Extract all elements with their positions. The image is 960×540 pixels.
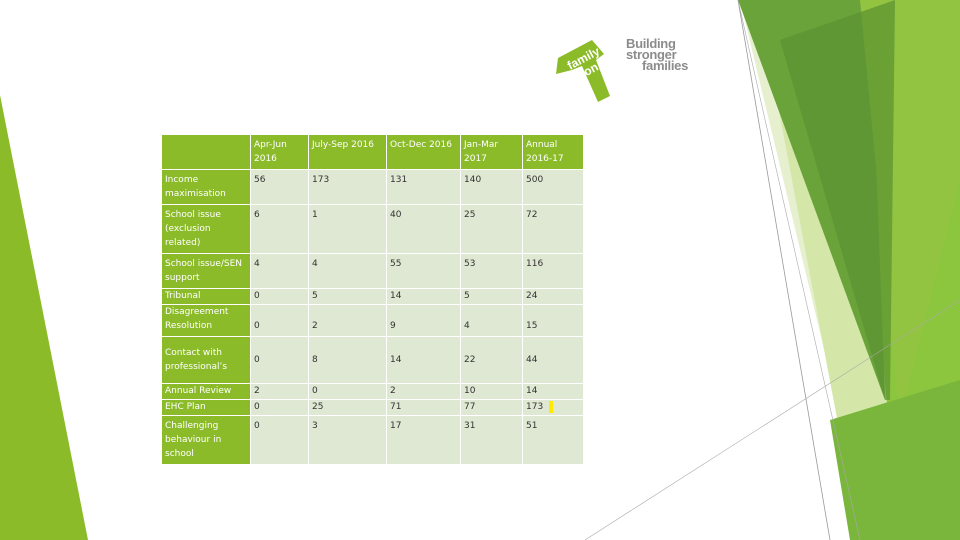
table-cell: 53 — [460, 253, 523, 289]
table-cell: 4 — [308, 253, 387, 289]
table-cell: 15 — [522, 304, 584, 337]
table-row: Disagreement Resolution 0 2 9 4 15 — [161, 304, 584, 337]
table-cell: 25 — [460, 204, 523, 254]
right-deep-band — [780, 0, 895, 400]
table-row: Contact with professional’s 0 8 14 22 44 — [161, 336, 584, 384]
header-cell-blank — [161, 134, 251, 170]
table-cell: 4 — [460, 304, 523, 337]
header-cell-apr-jun: Apr-Jun 2016 — [250, 134, 309, 170]
table-cell: 10 — [460, 383, 523, 400]
family-action-logo-icon: family action — [556, 40, 610, 102]
thin-line-2 — [737, 0, 861, 540]
table-cell: 116 — [522, 253, 584, 289]
table-cell: 25 — [308, 399, 387, 416]
table-cell: 71 — [386, 399, 461, 416]
table-cell: 2 — [308, 304, 387, 337]
row-label: School issue/SEN support — [161, 253, 251, 289]
table-cell: 2 — [386, 383, 461, 400]
table-cell: 72 — [522, 204, 584, 254]
header-cell-jul-sep: July-Sep 2016 — [308, 134, 387, 170]
header-cell-oct-dec: Oct-Dec 2016 — [386, 134, 461, 170]
table-cell: 24 — [522, 288, 584, 305]
row-label: Annual Review — [161, 383, 251, 400]
row-label: EHC Plan — [161, 399, 251, 416]
right-lower-band — [830, 380, 960, 540]
table-header-row: Apr-Jun 2016 July-Sep 2016 Oct-Dec 2016 … — [161, 134, 584, 170]
table-cell: 500 — [522, 169, 584, 205]
table-cell: 140 — [460, 169, 523, 205]
thin-line-1 — [737, 0, 831, 540]
casework-statistics-table: Apr-Jun 2016 July-Sep 2016 Oct-Dec 2016 … — [161, 134, 584, 465]
table-cell: 17 — [386, 415, 461, 465]
row-label: Contact with professional’s — [161, 336, 251, 384]
header-cell-jan-mar: Jan-Mar 2017 — [460, 134, 523, 170]
row-label: Tribunal — [161, 288, 251, 305]
table-row: Challenging behaviour in school 0 3 17 3… — [161, 415, 584, 465]
highlight-marker — [549, 400, 554, 413]
table-cell: 40 — [386, 204, 461, 254]
table-cell-annual-ehc: 173 — [522, 399, 584, 416]
table-cell-value: 173 — [526, 402, 544, 412]
table-cell: 44 — [522, 336, 584, 384]
table-cell: 4 — [250, 253, 309, 289]
row-label: School issue (exclusion related) — [161, 204, 251, 254]
table-cell: 8 — [308, 336, 387, 384]
table-cell: 31 — [460, 415, 523, 465]
table-cell: 6 — [250, 204, 309, 254]
table-row: Annual Review 2 0 2 10 14 — [161, 383, 584, 400]
table-cell: 51 — [522, 415, 584, 465]
row-label: Challenging behaviour in school — [161, 415, 251, 465]
row-label: Disagreement Resolution — [161, 304, 251, 337]
logo-tagline: Building stronger families — [626, 36, 689, 73]
table-cell: 0 — [250, 304, 309, 337]
table-cell: 0 — [250, 336, 309, 384]
table-row: EHC Plan 0 25 71 77 173 — [161, 399, 584, 416]
table-cell: 14 — [386, 288, 461, 305]
table-cell: 5 — [308, 288, 387, 305]
table-cell: 5 — [460, 288, 523, 305]
table-row: School issue/SEN support 4 4 55 53 116 — [161, 253, 584, 289]
table-cell: 9 — [386, 304, 461, 337]
table-row: School issue (exclusion related) 6 1 40 … — [161, 204, 584, 254]
header-cell-annual: Annual 2016-17 — [522, 134, 584, 170]
table-cell: 0 — [308, 383, 387, 400]
table-row: Tribunal 0 5 14 5 24 — [161, 288, 584, 305]
tagline-line-2: stronger — [626, 47, 677, 62]
table-cell: 77 — [460, 399, 523, 416]
table-cell: 56 — [250, 169, 309, 205]
tagline-line-3: families — [642, 58, 689, 73]
table-cell: 14 — [522, 383, 584, 400]
row-label: Income maximisation — [161, 169, 251, 205]
table-cell: 3 — [308, 415, 387, 465]
table-cell: 131 — [386, 169, 461, 205]
table-cell: 0 — [250, 288, 309, 305]
table-cell: 0 — [250, 399, 309, 416]
left-green-wedge — [0, 95, 88, 540]
tagline-line-1: Building — [626, 36, 676, 51]
table-cell: 1 — [308, 204, 387, 254]
thin-line-3 — [584, 299, 960, 540]
table-cell: 173 — [308, 169, 387, 205]
table-cell: 14 — [386, 336, 461, 384]
table-cell: 2 — [250, 383, 309, 400]
table-cell: 55 — [386, 253, 461, 289]
table-row: Income maximisation 56 173 131 140 500 — [161, 169, 584, 205]
table-cell: 22 — [460, 336, 523, 384]
table-cell: 0 — [250, 415, 309, 465]
